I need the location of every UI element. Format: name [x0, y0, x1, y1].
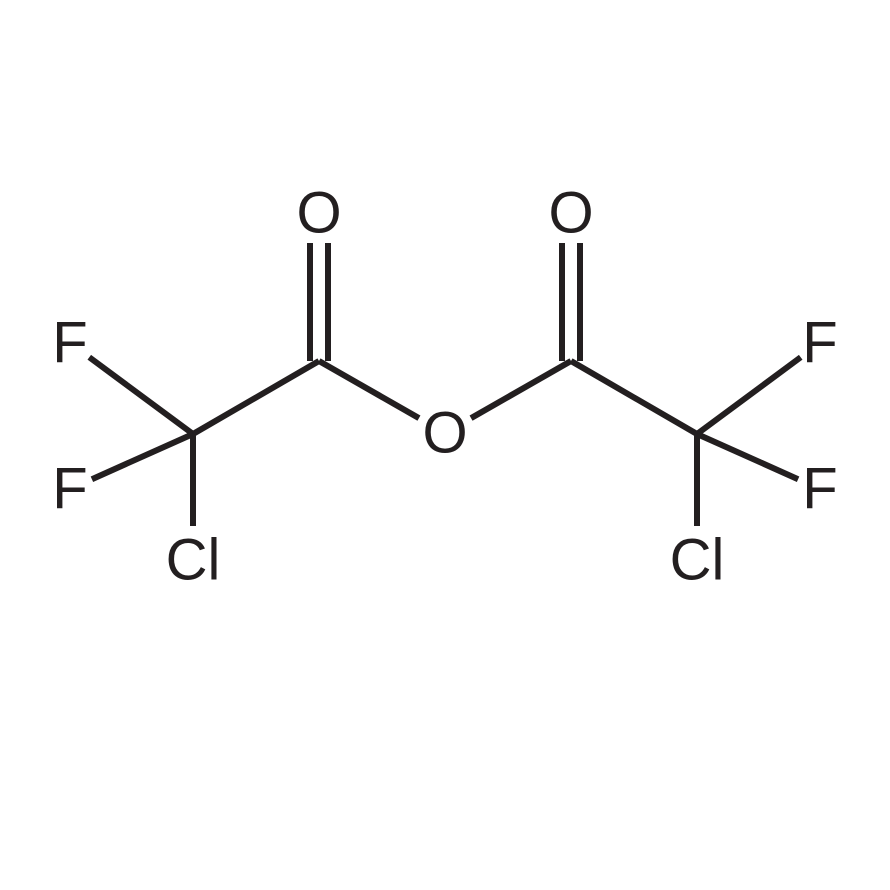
atom-labels-group: O O O F F Cl F F Cl [52, 181, 837, 593]
atom-label-cl: Cl [166, 528, 221, 593]
bond-line [697, 434, 798, 479]
atom-label-o: O [422, 401, 467, 466]
bond-line [697, 357, 801, 434]
bond-line [92, 434, 193, 479]
bonds-group [89, 243, 800, 526]
atom-label-f: F [802, 311, 837, 376]
bond-line [89, 357, 193, 434]
bond-line [193, 361, 319, 434]
atom-label-f: F [52, 457, 87, 522]
atom-label-o: O [548, 181, 593, 246]
atom-label-f: F [52, 311, 87, 376]
bond-line [471, 361, 571, 418]
atom-label-o: O [296, 181, 341, 246]
atom-label-f: F [802, 457, 837, 522]
bond-line [571, 361, 697, 434]
chemical-structure-diagram: O O O F F Cl F F Cl [0, 0, 890, 890]
bond-line [319, 361, 419, 418]
atom-label-cl: Cl [670, 528, 725, 593]
